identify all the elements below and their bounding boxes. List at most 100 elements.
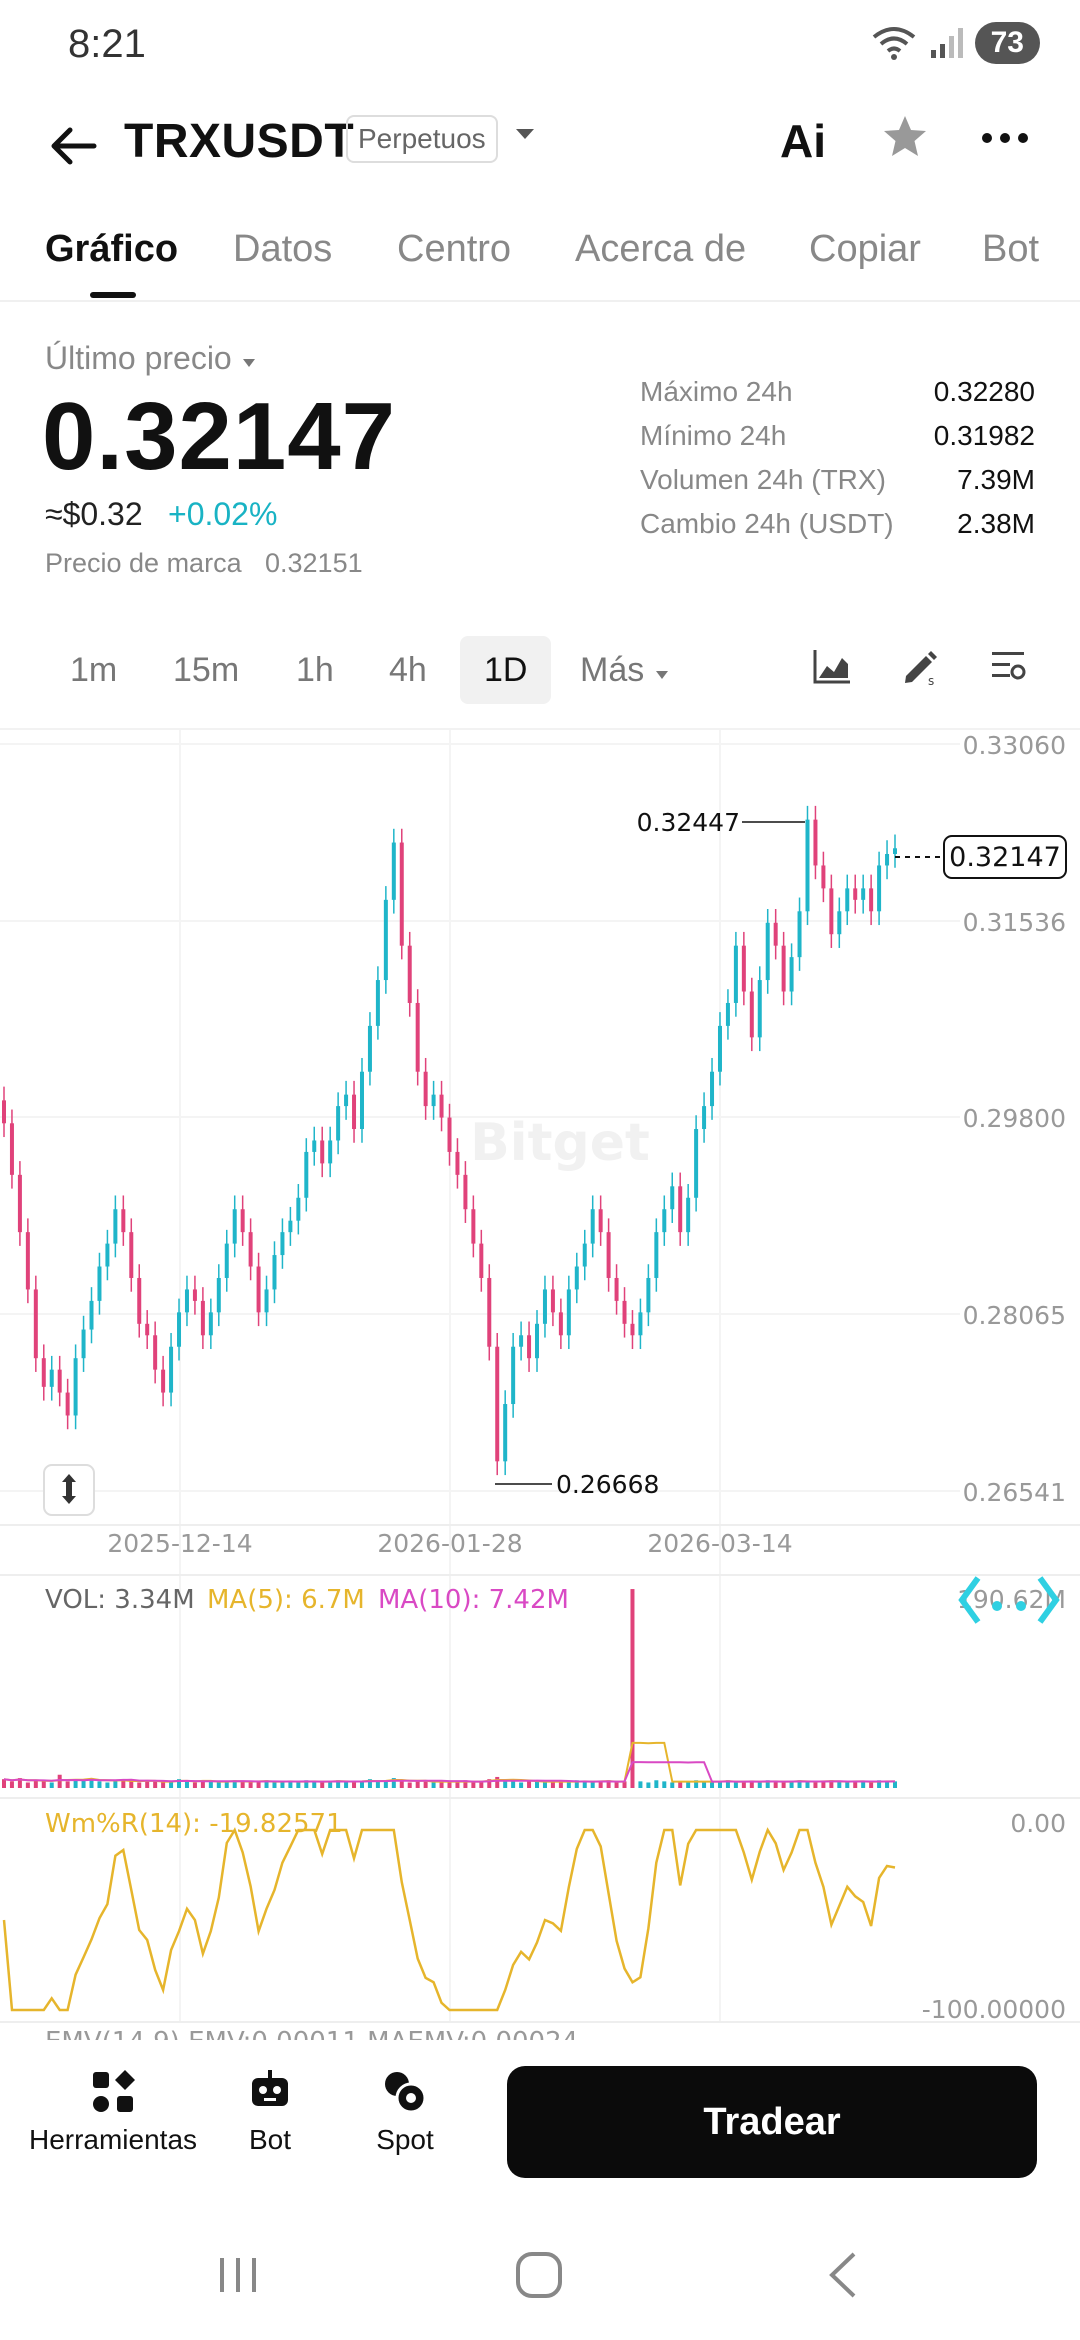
tab-datos[interactable]: Datos — [233, 228, 333, 270]
candle-body — [885, 854, 890, 866]
volume-bar — [861, 1781, 866, 1788]
volume-bar — [455, 1781, 460, 1788]
bot-button[interactable]: Bot — [230, 2068, 310, 2156]
tab-grafico[interactable]: Gráfico — [45, 228, 179, 270]
chevron-down-icon[interactable] — [514, 126, 536, 142]
volume-bar — [113, 1780, 118, 1788]
recent-apps-icon[interactable] — [214, 2250, 262, 2298]
volume-bar — [757, 1782, 762, 1788]
timeframe-more[interactable]: Más — [556, 636, 694, 704]
volume-bar — [359, 1781, 364, 1788]
scroll-latest-icon[interactable] — [958, 1576, 1060, 1624]
volume-bar — [224, 1781, 229, 1788]
contract-type-badge[interactable]: Perpetuos — [346, 115, 498, 163]
caret-down-icon — [242, 359, 255, 367]
candle-body — [503, 1404, 508, 1462]
volume-bar — [725, 1780, 730, 1788]
spot-icon — [385, 2072, 427, 2114]
volume-bar — [511, 1781, 516, 1788]
back-nav-icon[interactable] — [822, 2250, 862, 2300]
volume-bar — [622, 1781, 627, 1788]
candle-body — [208, 1312, 213, 1336]
candle-body — [702, 1106, 707, 1130]
svg-text:s: s — [928, 674, 934, 686]
candle-body — [527, 1335, 532, 1359]
tools-button[interactable]: Herramientas — [28, 2068, 198, 2156]
star-icon[interactable] — [880, 112, 930, 162]
timeframe-1m[interactable]: 1m — [70, 651, 118, 689]
candle-body — [89, 1300, 94, 1330]
candle-body — [137, 1277, 142, 1324]
indicator-settings-icon[interactable] — [988, 646, 1028, 686]
price-axis-label: 0.33060 — [963, 731, 1066, 760]
status-time: 8:21 — [68, 22, 146, 66]
price-axis-label: 0.29800 — [963, 1104, 1066, 1133]
candle-body — [479, 1243, 484, 1278]
volume-bar — [169, 1781, 174, 1788]
volume-bar — [829, 1780, 834, 1788]
home-icon[interactable] — [514, 2250, 564, 2300]
volume-bar — [479, 1781, 484, 1788]
candle-body — [566, 1289, 571, 1336]
candle-body — [129, 1232, 134, 1278]
candle-body — [391, 842, 396, 900]
timeframe-1h[interactable]: 1h — [296, 651, 334, 689]
candle-body — [169, 1346, 174, 1393]
candle-body — [407, 945, 412, 1003]
candle-body — [765, 922, 770, 981]
volume-bar — [630, 1589, 635, 1788]
ma5-legend: MA(5): 6.7M — [207, 1585, 365, 1615]
candle-body — [288, 1220, 293, 1233]
volume-bar — [312, 1781, 317, 1788]
candle-body — [710, 1071, 715, 1107]
candle-body — [367, 1025, 372, 1072]
wifi-icon — [872, 27, 915, 60]
timeframe-4h[interactable]: 4h — [389, 651, 427, 689]
candle-body — [224, 1243, 229, 1278]
tab-centro[interactable]: Centro — [397, 228, 512, 270]
volume-bar — [375, 1781, 380, 1788]
last-price-label[interactable]: Último precio — [45, 340, 257, 377]
volume-bar — [352, 1782, 357, 1788]
candle-body — [57, 1369, 62, 1393]
trade-button[interactable]: Tradear — [507, 2066, 1037, 2178]
timeframe-15m[interactable]: 15m — [173, 651, 240, 689]
volume-bar — [65, 1781, 70, 1788]
chart-type-icon[interactable] — [812, 646, 852, 686]
stat-value: 7.39M — [957, 464, 1035, 495]
candle-body — [813, 819, 818, 866]
volume-bar — [574, 1780, 579, 1788]
candlestick-chart[interactable]: Bitget 0.33060 0.31536 0.29800 0.28065 0… — [0, 730, 1080, 2057]
tab-copiar[interactable]: Copiar — [809, 228, 921, 270]
last-price: 0.32147 — [42, 383, 397, 490]
pair-title[interactable]: TRXUSDT — [124, 115, 355, 168]
volume-bar — [535, 1780, 540, 1788]
candle-body — [869, 888, 874, 912]
spot-button[interactable]: Spot — [360, 2068, 450, 2156]
timeframe-1d[interactable]: 1D — [460, 636, 552, 704]
more-icon[interactable] — [980, 118, 1030, 158]
volume-bar — [686, 1782, 691, 1788]
volume-bar — [702, 1781, 707, 1788]
price-axis-label: 0.31536 — [963, 908, 1066, 937]
status-bar: 8:21 73 — [0, 0, 1080, 90]
candle-body — [741, 945, 746, 992]
candle-body — [781, 945, 786, 992]
volume-bar — [81, 1780, 86, 1788]
draw-tool-icon[interactable]: s — [900, 646, 940, 686]
volume-bar — [407, 1782, 412, 1788]
back-arrow-icon[interactable] — [46, 118, 102, 174]
candle-body — [670, 1186, 675, 1210]
volume-bar — [670, 1782, 675, 1788]
tab-bot[interactable]: Bot — [982, 228, 1040, 270]
ai-button[interactable]: Ai — [780, 115, 826, 167]
chart-area[interactable]: Bitget 0.33060 0.31536 0.29800 0.28065 0… — [0, 728, 1080, 2057]
candle-body — [463, 1174, 468, 1210]
candle-body — [97, 1266, 102, 1301]
candle-body — [845, 888, 850, 912]
volume-bar — [232, 1780, 237, 1788]
candle-body — [248, 1232, 253, 1267]
volume-bar — [733, 1782, 738, 1788]
wr-axis-label: -100.00000 — [922, 1995, 1066, 2024]
tab-acerca-de[interactable]: Acerca de — [575, 228, 747, 270]
